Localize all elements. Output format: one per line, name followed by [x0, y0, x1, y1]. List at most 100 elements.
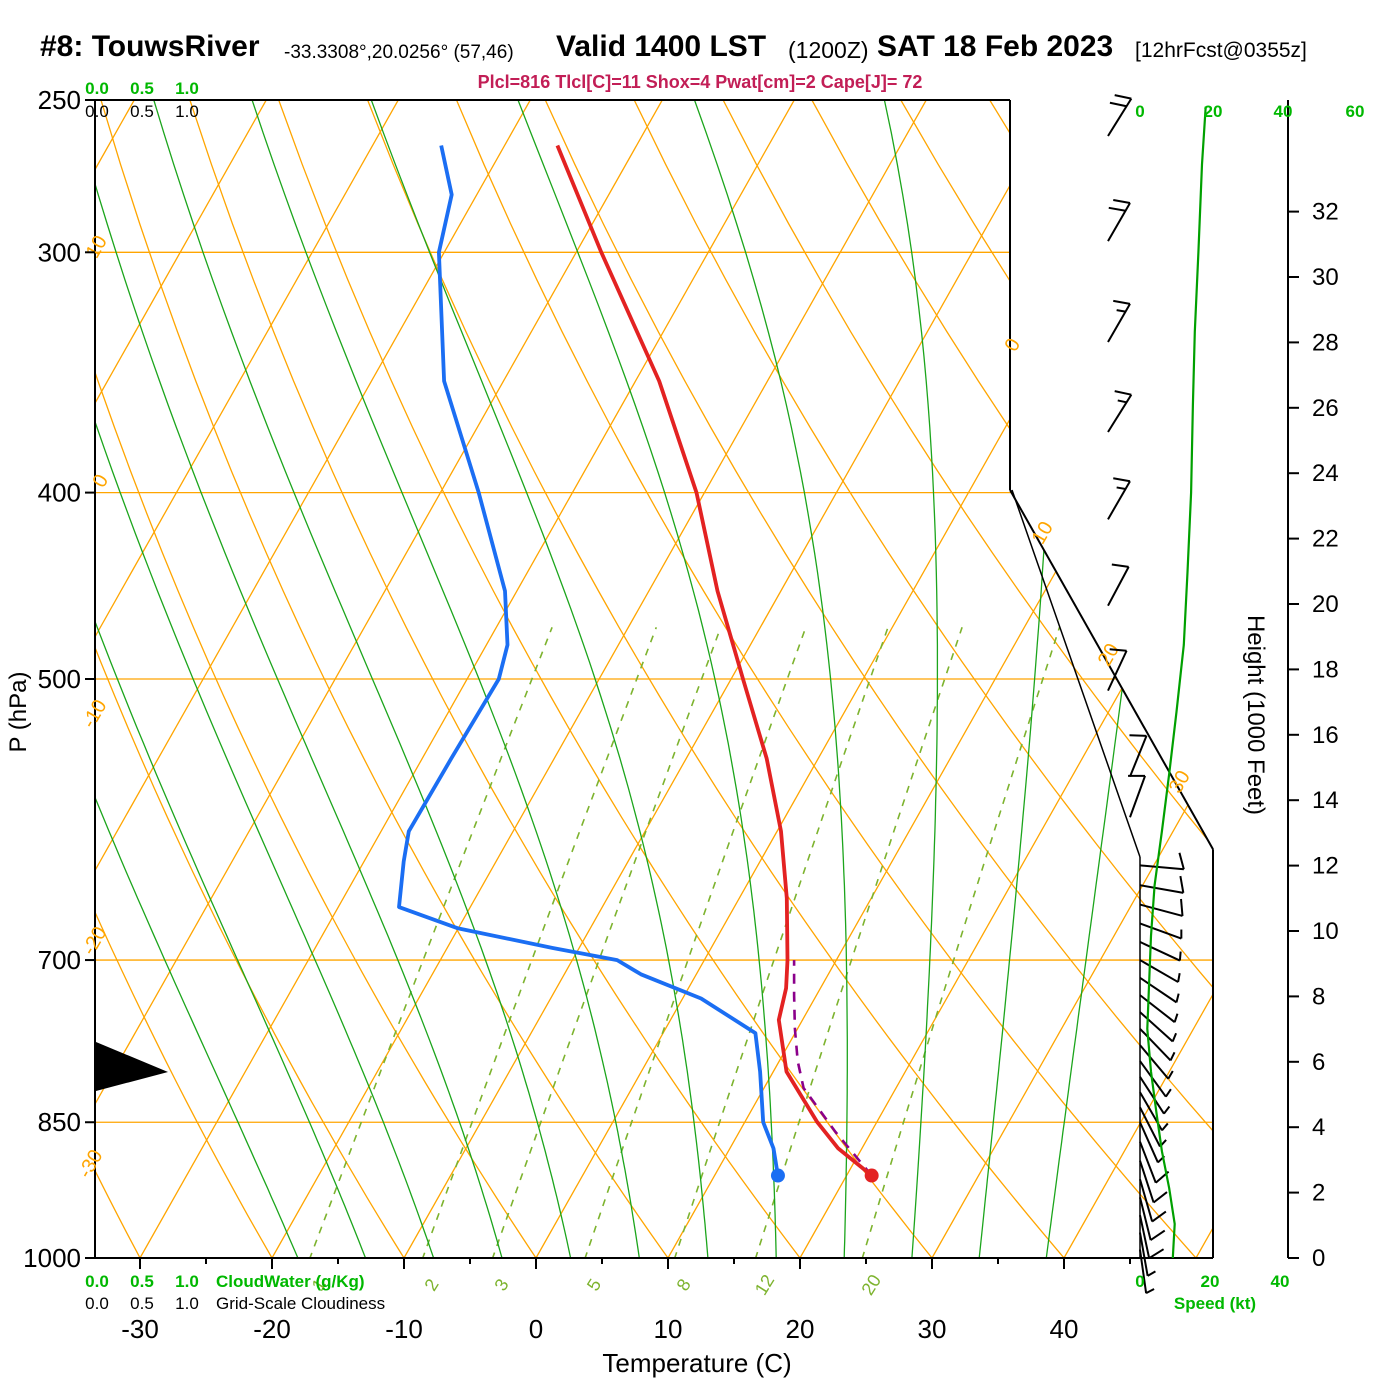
wind-barb-tick	[1152, 1191, 1168, 1204]
wind-barb-staff	[1139, 922, 1182, 940]
pressure-tick-label: 700	[38, 945, 81, 975]
speed-scale-bottom: 20	[1201, 1272, 1220, 1291]
isotherm-label-left: 10	[82, 232, 112, 262]
scale-rows: 0.0 0.0 0.0 0.0 0.5 0.5 0.5 0.5 1.0 1.0 1.0 1.0 Clou…	[85, 79, 1364, 1313]
station-title: #8: TouwsRiver	[40, 30, 260, 63]
cloudiness-label: Grid-Scale Cloudiness	[216, 1294, 385, 1313]
temperature-tick-label: 40	[1050, 1314, 1079, 1344]
speed-profile-line	[1146, 106, 1207, 1259]
wind-barb-halftick	[1116, 486, 1126, 490]
wind-barb-halftick	[1145, 1288, 1155, 1295]
mixing-ratio-label: 2	[420, 1275, 442, 1294]
pressure-axis-title: P (hPa)	[5, 672, 32, 753]
cloudwater-scale-top: 0.5	[130, 79, 154, 98]
wind-barb-staff	[1139, 1232, 1149, 1277]
wind-barb-staff	[1107, 650, 1128, 692]
parcel-curve	[792, 960, 873, 1177]
speed-scale-bottom: 0	[1135, 1272, 1144, 1291]
temperature-tick-label: 10	[654, 1314, 683, 1344]
wind-barb-tick	[1129, 734, 1147, 737]
wind-barb-tick	[1114, 390, 1132, 396]
cloudwater-scale-bottom: 0.0	[85, 1272, 109, 1291]
speed-axis-label: Speed (kt)	[1174, 1294, 1256, 1313]
cloudwater-scale-bottom: 1.0	[175, 1272, 199, 1291]
wind-barb-tick	[1148, 1248, 1165, 1260]
height-tick-label: 16	[1312, 722, 1339, 749]
wind-barb-staff	[1107, 394, 1133, 433]
cloudiness-scale-bottom: 1.0	[175, 1294, 199, 1313]
wind-barb-tick	[1113, 477, 1131, 483]
mixing-ratio-label: 20	[857, 1271, 885, 1299]
wind-barb-staff	[1139, 1249, 1148, 1294]
pressure-tick-label: 1000	[23, 1243, 81, 1273]
wind-barb-staff	[1139, 1197, 1152, 1241]
height-axis-title: Height (1000 Feet)	[1242, 615, 1269, 815]
wind-barb-halftick	[1173, 1013, 1179, 1023]
wind-barb-staff	[1139, 1121, 1159, 1163]
wind-barb-halftick	[1169, 1051, 1176, 1061]
wind-barb-tick	[1109, 101, 1127, 108]
temperature-tick-label: 20	[786, 1314, 815, 1344]
pressure-tick-label: 300	[38, 237, 81, 267]
moist-adiabat-lines	[95, 100, 1193, 1258]
mixing-ratio-label: 5	[583, 1275, 605, 1294]
speed-scale-bottom: 40	[1271, 1272, 1290, 1291]
wind-barb-halftick	[1117, 399, 1127, 404]
wind-barb-staff	[1139, 941, 1181, 962]
dry-adiabat-lines	[95, 100, 1213, 1258]
pressure-tick-label: 500	[38, 664, 81, 694]
wind-barb-tick	[1179, 875, 1185, 894]
temperature-tick-label: -20	[253, 1314, 291, 1344]
wind-barb-tick	[1150, 1229, 1166, 1241]
height-tick-label: 14	[1312, 787, 1339, 814]
wind-barb-staff	[1139, 1214, 1151, 1259]
cloudwater-scale-top: 1.0	[175, 79, 199, 98]
wind-barb-halftick	[1171, 1032, 1177, 1042]
isotherm-label-left: -30	[74, 1146, 108, 1182]
wind-barb-staff	[1139, 1044, 1170, 1080]
wind-barb-tick	[1114, 94, 1132, 100]
mixing-ratio-label: 12	[751, 1271, 779, 1299]
height-tick-label: 32	[1312, 199, 1339, 226]
wind-barb-staff	[1139, 864, 1184, 871]
wind-barb-staff	[1129, 775, 1146, 818]
wind-barb-halftick	[1175, 993, 1180, 1003]
valid-zulu: (1200Z)	[788, 37, 869, 63]
pressure-tick-label: 400	[38, 478, 81, 508]
wind-barb-staff	[1139, 1178, 1154, 1222]
speed-scale-top: 40	[1274, 102, 1293, 121]
wind-barb-staff	[1139, 1106, 1161, 1148]
wind-staff-diagonal	[1011, 489, 1141, 858]
wind-barb-staff	[1139, 1028, 1172, 1062]
wind-barb-halftick	[1163, 1105, 1171, 1115]
wind-barb-halftick	[1178, 951, 1182, 961]
wind-barb-halftick	[1161, 1122, 1169, 1131]
wind-barb-tick	[1109, 648, 1127, 652]
wind-barb-tick	[1113, 199, 1131, 204]
wind-barb-tick	[1111, 563, 1129, 568]
temperature-axis: -30 -20 -10 0 10 20 30 40 Temperature (C)	[121, 1258, 1131, 1378]
valid-date: SAT 18 Feb 2023	[877, 30, 1114, 63]
temperature-curve	[555, 144, 873, 1177]
height-tick-label: 26	[1312, 395, 1339, 422]
height-tick-label: 22	[1312, 526, 1339, 553]
wind-barb-halftick	[1177, 973, 1181, 983]
height-tick-label: 0	[1312, 1245, 1325, 1272]
cloudiness-scale-top: 0.5	[130, 102, 154, 121]
wind-barb-staff	[1139, 884, 1184, 894]
wind-barb-staff	[1139, 959, 1179, 983]
height-tick-label: 10	[1312, 918, 1339, 945]
wind-barb-staff	[1139, 1011, 1174, 1043]
wind-barb-halftick	[1147, 1270, 1156, 1277]
wind-barb-staff	[1129, 735, 1148, 778]
pressure-axis: 250 300 400 500 700 850 1000 P (hPa)	[5, 85, 95, 1273]
speed-scale-top: 0	[1135, 102, 1144, 121]
wind-barb-halftick	[1116, 309, 1126, 313]
temperature-axis-title: Temperature (C)	[602, 1348, 791, 1378]
cloudiness-scale-top: 1.0	[175, 102, 199, 121]
surface-dewpoint-dot	[770, 1168, 785, 1183]
mixing-ratio-lines: 1 2 3 5 8 12 20	[293, 627, 1061, 1299]
